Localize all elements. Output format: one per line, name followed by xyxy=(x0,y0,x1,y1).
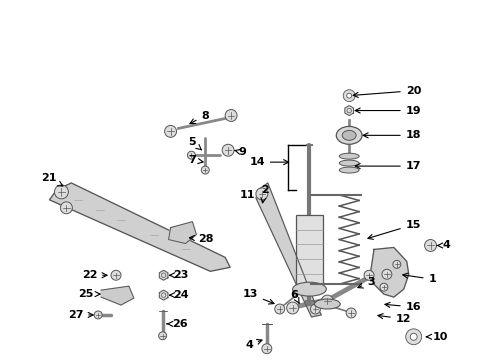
Text: 10: 10 xyxy=(426,332,447,342)
Ellipse shape xyxy=(339,153,358,159)
Text: 9: 9 xyxy=(235,147,245,157)
Ellipse shape xyxy=(314,299,340,309)
Text: 6: 6 xyxy=(290,290,299,303)
Ellipse shape xyxy=(339,167,358,173)
Text: 18: 18 xyxy=(363,130,420,140)
Circle shape xyxy=(405,329,421,345)
Ellipse shape xyxy=(342,130,355,140)
Text: 26: 26 xyxy=(166,319,188,329)
Circle shape xyxy=(379,283,387,291)
Circle shape xyxy=(343,90,354,102)
Text: 2: 2 xyxy=(261,185,268,203)
Text: 7: 7 xyxy=(188,155,203,165)
Polygon shape xyxy=(159,270,167,280)
Text: 5: 5 xyxy=(188,137,201,150)
Text: 15: 15 xyxy=(367,220,420,239)
Text: 22: 22 xyxy=(81,270,107,280)
Text: 13: 13 xyxy=(242,289,273,304)
Text: 25: 25 xyxy=(78,289,100,299)
Circle shape xyxy=(224,109,237,121)
Circle shape xyxy=(274,304,284,314)
Circle shape xyxy=(286,302,298,314)
Circle shape xyxy=(158,332,166,340)
Ellipse shape xyxy=(336,126,361,144)
Text: 23: 23 xyxy=(169,270,188,280)
Polygon shape xyxy=(101,286,134,305)
Text: 3: 3 xyxy=(357,277,374,288)
Circle shape xyxy=(321,295,333,307)
Polygon shape xyxy=(159,290,167,300)
Polygon shape xyxy=(49,183,230,271)
Bar xyxy=(295,215,323,284)
Circle shape xyxy=(262,344,271,354)
Circle shape xyxy=(187,151,195,159)
Circle shape xyxy=(409,333,416,340)
Circle shape xyxy=(424,239,436,251)
Circle shape xyxy=(164,125,176,137)
Text: 4: 4 xyxy=(436,240,449,251)
Text: 14: 14 xyxy=(249,157,288,167)
Text: 4: 4 xyxy=(244,339,262,350)
Text: 8: 8 xyxy=(190,111,209,123)
Text: 12: 12 xyxy=(377,314,410,324)
Circle shape xyxy=(364,270,373,280)
Text: 21: 21 xyxy=(41,173,63,186)
Text: 11: 11 xyxy=(239,190,254,200)
Circle shape xyxy=(381,269,391,279)
Text: 28: 28 xyxy=(189,234,213,244)
Text: 17: 17 xyxy=(354,161,420,171)
Polygon shape xyxy=(255,183,321,317)
Text: 27: 27 xyxy=(68,310,93,320)
Circle shape xyxy=(201,166,209,174)
Text: 20: 20 xyxy=(352,86,420,98)
Circle shape xyxy=(255,188,267,200)
Circle shape xyxy=(94,311,102,319)
Circle shape xyxy=(346,308,355,318)
Polygon shape xyxy=(168,222,196,243)
Text: 16: 16 xyxy=(384,302,421,312)
Circle shape xyxy=(54,185,68,199)
Circle shape xyxy=(392,260,400,268)
Text: 24: 24 xyxy=(169,290,189,300)
Ellipse shape xyxy=(339,160,358,166)
Circle shape xyxy=(61,202,72,214)
Polygon shape xyxy=(370,247,408,297)
Circle shape xyxy=(346,93,351,98)
Circle shape xyxy=(310,304,320,314)
Polygon shape xyxy=(344,105,353,116)
Ellipse shape xyxy=(292,282,325,296)
Text: 19: 19 xyxy=(354,105,421,116)
Circle shape xyxy=(111,270,121,280)
Text: 1: 1 xyxy=(402,273,435,284)
Circle shape xyxy=(222,144,234,156)
